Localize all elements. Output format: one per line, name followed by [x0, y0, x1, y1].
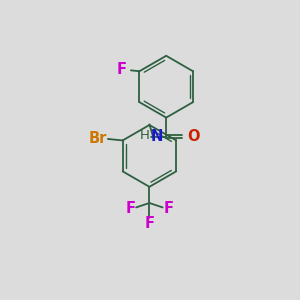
Text: O: O [187, 129, 199, 144]
Text: F: F [116, 62, 126, 77]
Text: F: F [125, 201, 135, 216]
Text: H: H [140, 129, 150, 142]
Text: F: F [164, 201, 173, 216]
Text: N: N [151, 129, 163, 144]
Text: F: F [144, 216, 154, 231]
Text: Br: Br [89, 131, 107, 146]
